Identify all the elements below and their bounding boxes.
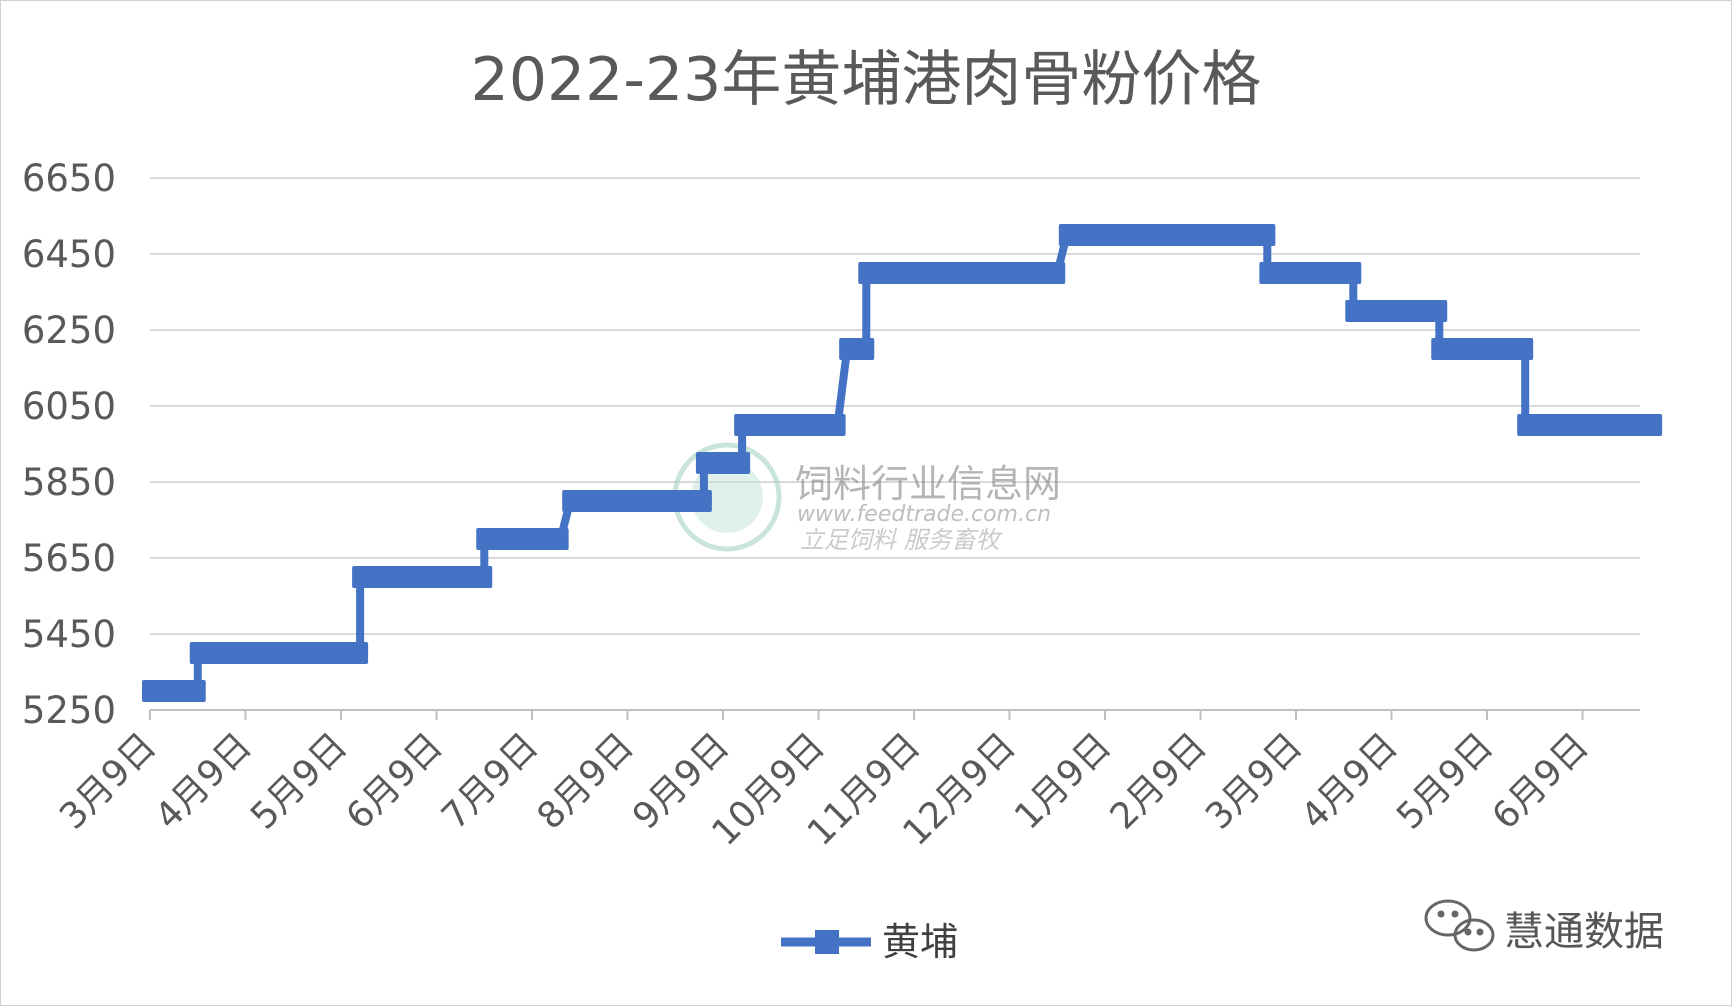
wechat-icon <box>1424 899 1495 952</box>
x-tick-label: 6月9日 <box>1485 725 1597 837</box>
x-axis-ticks: 3月9日4月9日5月9日6月9日7月9日8月9日9月9日10月9日11月9日12… <box>52 710 1597 854</box>
x-tick-label: 4月9日 <box>148 725 260 837</box>
series-marker-band <box>1517 414 1663 436</box>
series-marker-band <box>734 414 846 436</box>
y-tick-label: 6050 <box>22 385 116 428</box>
series-marker-band <box>1345 300 1448 322</box>
legend-marker <box>815 930 839 954</box>
watermark-slogan: 立足饲料 服务畜牧 <box>800 526 1003 554</box>
series-marker-band <box>1135 224 1276 246</box>
watermark-url: www.feedtrade.com.cn <box>797 502 1051 527</box>
x-tick-label: 5月9日 <box>1389 725 1501 837</box>
series-marker-band <box>476 528 569 550</box>
watermark: 饲料行业信息网 www.feedtrade.com.cn 立足饲料 服务畜牧 <box>672 442 1061 554</box>
series-marker-band <box>333 642 369 664</box>
grid-lines <box>150 177 1640 635</box>
x-tick-label: 2月9日 <box>1103 725 1215 837</box>
y-tick-label: 5650 <box>22 537 116 580</box>
watermark-logo-icon <box>691 461 763 533</box>
x-tick-label: 5月9日 <box>243 725 355 837</box>
legend: 黄埔 <box>781 920 958 964</box>
series-layer <box>142 224 1663 702</box>
chart-title: 2022-23年黄埔港肉骨粉价格 <box>471 45 1262 115</box>
x-tick-label: 3月9日 <box>52 725 164 837</box>
y-tick-label: 6650 <box>22 157 116 200</box>
series-marker-band <box>562 490 712 512</box>
series-marker-band <box>1058 224 1152 246</box>
y-tick-label: 5450 <box>22 613 116 656</box>
y-axis-ticks: 5250 5450 5650 5850 6050 6250 6450 6650 <box>22 157 116 732</box>
x-tick-label: 4月9日 <box>1294 725 1406 837</box>
legend-label: 黄埔 <box>882 920 958 964</box>
series-marker-band <box>858 262 1066 284</box>
series-marker-band <box>1259 262 1362 284</box>
brand-name: 慧通数据 <box>1504 909 1664 955</box>
x-tick-label: 6月9日 <box>339 725 451 837</box>
series-marker-band <box>142 680 206 702</box>
series-marker-band <box>352 566 493 588</box>
y-tick-label: 6250 <box>22 309 116 352</box>
brand-badge: 慧通数据 <box>1424 899 1664 955</box>
series-marker-band <box>1431 338 1534 360</box>
y-tick-label: 5250 <box>22 689 116 732</box>
series-marker-band <box>695 452 751 474</box>
y-tick-label: 6450 <box>22 233 116 276</box>
x-tick-label: 8月9日 <box>530 725 642 837</box>
x-tick-label: 3月9日 <box>1198 725 1310 837</box>
watermark-name: 饲料行业信息网 <box>795 462 1061 506</box>
y-tick-label: 5850 <box>22 461 116 504</box>
x-tick-label: 1月9日 <box>1007 725 1119 837</box>
x-tick-label: 7月9日 <box>434 725 546 837</box>
series-marker-band <box>189 642 349 664</box>
series-marker-band <box>839 338 875 360</box>
